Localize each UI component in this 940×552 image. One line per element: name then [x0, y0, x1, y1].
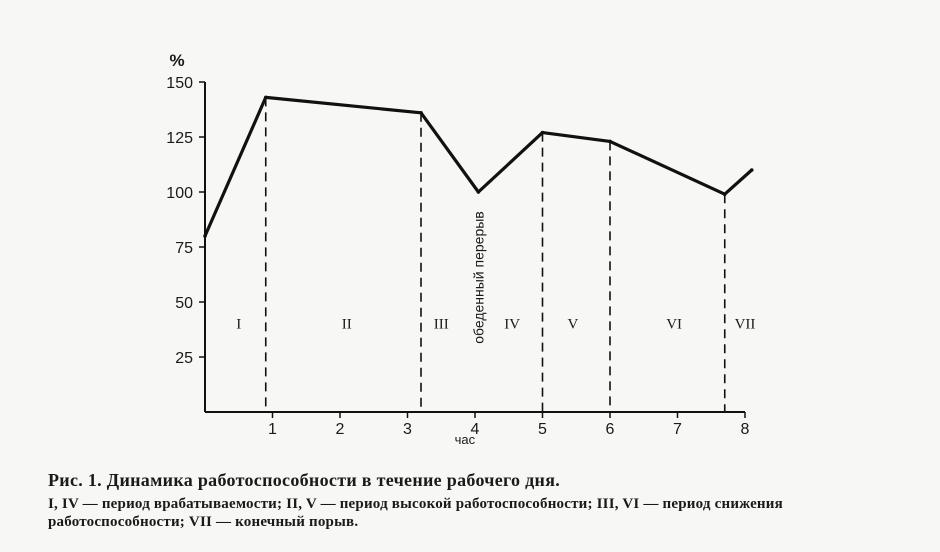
data-point — [203, 234, 207, 238]
figure-caption: Рис. 1. Динамика работоспособности в теч… — [48, 470, 918, 531]
data-point — [722, 192, 727, 196]
data-point — [419, 111, 423, 115]
y-tick-label: 25 — [175, 350, 193, 367]
period-label: VI — [666, 316, 682, 332]
x-axis-label: час — [455, 432, 476, 447]
x-tick-label: 3 — [403, 421, 412, 438]
data-point — [476, 190, 481, 194]
caption-title-line: Рис. 1. Динамика работоспособности в теч… — [48, 470, 918, 491]
x-tick-label: 6 — [606, 421, 615, 438]
x-tick-label: 8 — [741, 421, 750, 438]
y-tick-label: 100 — [166, 185, 193, 202]
period-label: IV — [504, 316, 520, 332]
x-tick-label: 5 — [538, 421, 547, 438]
y-tick-label: 50 — [175, 295, 193, 312]
period-label: V — [567, 316, 578, 332]
caption-title: Динамика работоспособности в течение раб… — [106, 470, 561, 490]
period-label: II — [342, 316, 352, 332]
period-label: III — [434, 316, 449, 332]
x-tick-label: 7 — [673, 421, 682, 438]
data-point — [608, 139, 612, 144]
x-tick-label: 1 — [268, 421, 277, 438]
caption-figure-number: Рис. 1. — [48, 470, 102, 490]
caption-legend: I, IV — период врабатываемости; II, V — … — [48, 496, 783, 530]
x-tick-label: 2 — [336, 421, 345, 438]
y-tick-label: 125 — [166, 130, 193, 147]
work-capacity-line — [203, 95, 753, 237]
y-tick-label: 75 — [175, 240, 193, 257]
data-point — [749, 168, 754, 172]
data-point — [263, 95, 268, 100]
lunch-break-annotation: обеденный перерыв — [470, 211, 486, 344]
period-label: VII — [735, 316, 756, 332]
data-point — [540, 130, 545, 135]
y-axis-unit: % — [169, 51, 184, 70]
period-label: I — [236, 316, 241, 332]
y-tick-label: 150 — [166, 75, 193, 92]
x-tick-label: 4 — [471, 421, 480, 438]
